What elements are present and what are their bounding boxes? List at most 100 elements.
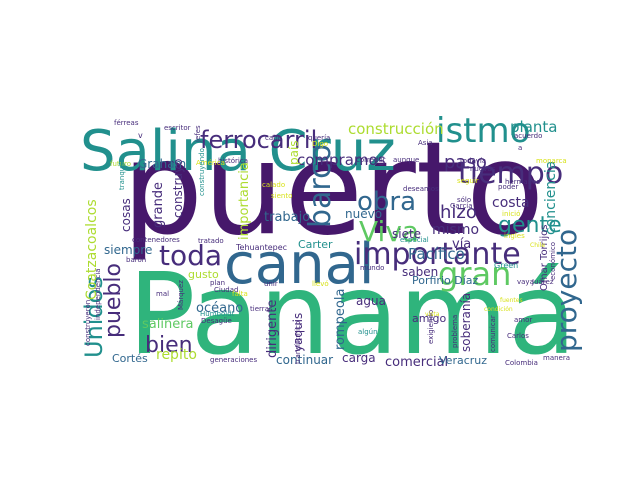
word-11: obra: [357, 187, 416, 217]
word-81: nuevas: [470, 165, 496, 173]
word-14: barco: [303, 144, 338, 228]
word-70: escritor: [164, 124, 191, 132]
word-64: histórica: [218, 157, 248, 165]
word-18: pueblo: [101, 263, 126, 338]
word-117: Juárez: [531, 278, 554, 286]
word-17: proyecto: [550, 229, 583, 352]
word-82: hermanos: [505, 178, 540, 186]
word-46: rompeola: [333, 289, 348, 350]
word-121: fuentes: [500, 297, 523, 304]
word-114: manera: [543, 354, 570, 362]
word-118: económico: [549, 242, 557, 280]
word-100: Humboldt: [200, 310, 235, 318]
word-75: Asia: [418, 139, 433, 147]
word-120: condición: [484, 306, 513, 313]
word-1: puerto: [122, 115, 544, 264]
word-93: mal: [156, 290, 169, 298]
word-34: saben: [402, 265, 438, 279]
word-59: Green: [494, 261, 518, 270]
word-36: océano: [196, 301, 243, 316]
word-87: ingles: [504, 232, 525, 240]
word-105: construyeron: [84, 300, 92, 346]
word-73: quería: [308, 134, 330, 142]
word-104: independencia: [94, 268, 102, 320]
word-66: aunque: [393, 156, 419, 164]
word-41: continuar: [276, 353, 333, 367]
word-24: compramos: [297, 151, 386, 169]
word-72: cabo: [265, 134, 282, 142]
word-23: conciencia: [543, 161, 559, 235]
word-90: barón: [126, 256, 146, 264]
word-12: Viva: [359, 215, 419, 248]
word-79: siento: [271, 192, 292, 200]
word-4: canal: [224, 232, 374, 297]
word-57: Porfirio Díaz: [412, 274, 478, 287]
word-33: vía: [452, 237, 471, 252]
word-71: jefes: [194, 125, 202, 143]
word-102: Márquez: [177, 280, 185, 310]
word-88: tratado: [198, 237, 224, 245]
word-42: carga: [342, 351, 376, 365]
word-95: Ciudad: [214, 286, 238, 294]
word-28: costa: [492, 195, 530, 211]
word-58: Omar Torrijos: [539, 225, 550, 292]
word-108: algún: [358, 328, 378, 336]
word-53: grande: [151, 182, 166, 228]
word-111: comunicar: [489, 315, 497, 352]
word-86: García: [450, 202, 473, 210]
word-115: amor: [514, 316, 532, 324]
word-60: especial: [400, 236, 429, 244]
word-37: yaquis: [291, 313, 305, 352]
word-67: todavía: [460, 157, 486, 165]
word-80: poder: [498, 183, 518, 191]
word-61: Tehuantepec: [235, 243, 287, 252]
word-48: amigo: [412, 312, 446, 325]
word-122: Chile: [530, 242, 545, 249]
word-76: Digo: [312, 140, 328, 148]
word-15: gente: [498, 213, 562, 238]
word-89: contenedores: [132, 236, 180, 244]
word-19: Unidos: [80, 276, 108, 358]
word-116: vaya: [517, 278, 534, 286]
word-5: istmo: [436, 111, 530, 151]
word-50: gusto: [188, 268, 219, 281]
word-78: calado: [262, 181, 285, 189]
word-45: soberanía: [459, 293, 473, 352]
word-109: problema: [451, 315, 459, 348]
word-26: trabajo: [264, 210, 310, 225]
word-21: hizo: [440, 202, 477, 223]
word-30: nuevo: [345, 207, 382, 221]
word-94: plan: [210, 279, 225, 287]
word-16: gran: [438, 255, 511, 293]
word-84: seguir: [457, 177, 479, 185]
word-31: siete: [392, 227, 421, 241]
word-62: deseamos: [403, 185, 439, 193]
word-98: mundo: [360, 264, 384, 272]
word-54: construyó: [171, 159, 185, 218]
word-74: acuerdo: [514, 132, 542, 140]
word-112: Carlos: [507, 332, 529, 340]
word-2: Panamá: [128, 250, 577, 380]
word-8: ferrocarril: [200, 126, 317, 154]
word-38: salinera: [142, 317, 194, 332]
word-56: país: [287, 140, 301, 165]
word-51: siempre: [104, 243, 152, 257]
word-49: Carter: [298, 238, 333, 251]
word-3: Salina Cruz: [80, 119, 396, 184]
word-27: Coatzacoalcos: [84, 199, 100, 300]
word-123: a: [518, 144, 522, 152]
word-99: falta: [232, 290, 248, 298]
word-91: tranquilo: [118, 159, 126, 190]
word-77: América: [196, 159, 225, 167]
word-110: exigiendo: [427, 310, 435, 344]
word-20: bien: [145, 333, 193, 358]
word-35: agua: [356, 294, 386, 308]
word-40: Cortés: [112, 352, 148, 365]
word-39: repito: [156, 347, 197, 363]
word-68: monarca: [536, 157, 567, 165]
word-10: planta: [510, 118, 557, 136]
word-29: mismo: [432, 222, 479, 238]
word-7: tiempo: [458, 156, 563, 191]
word-44: Veracruz: [439, 354, 487, 367]
